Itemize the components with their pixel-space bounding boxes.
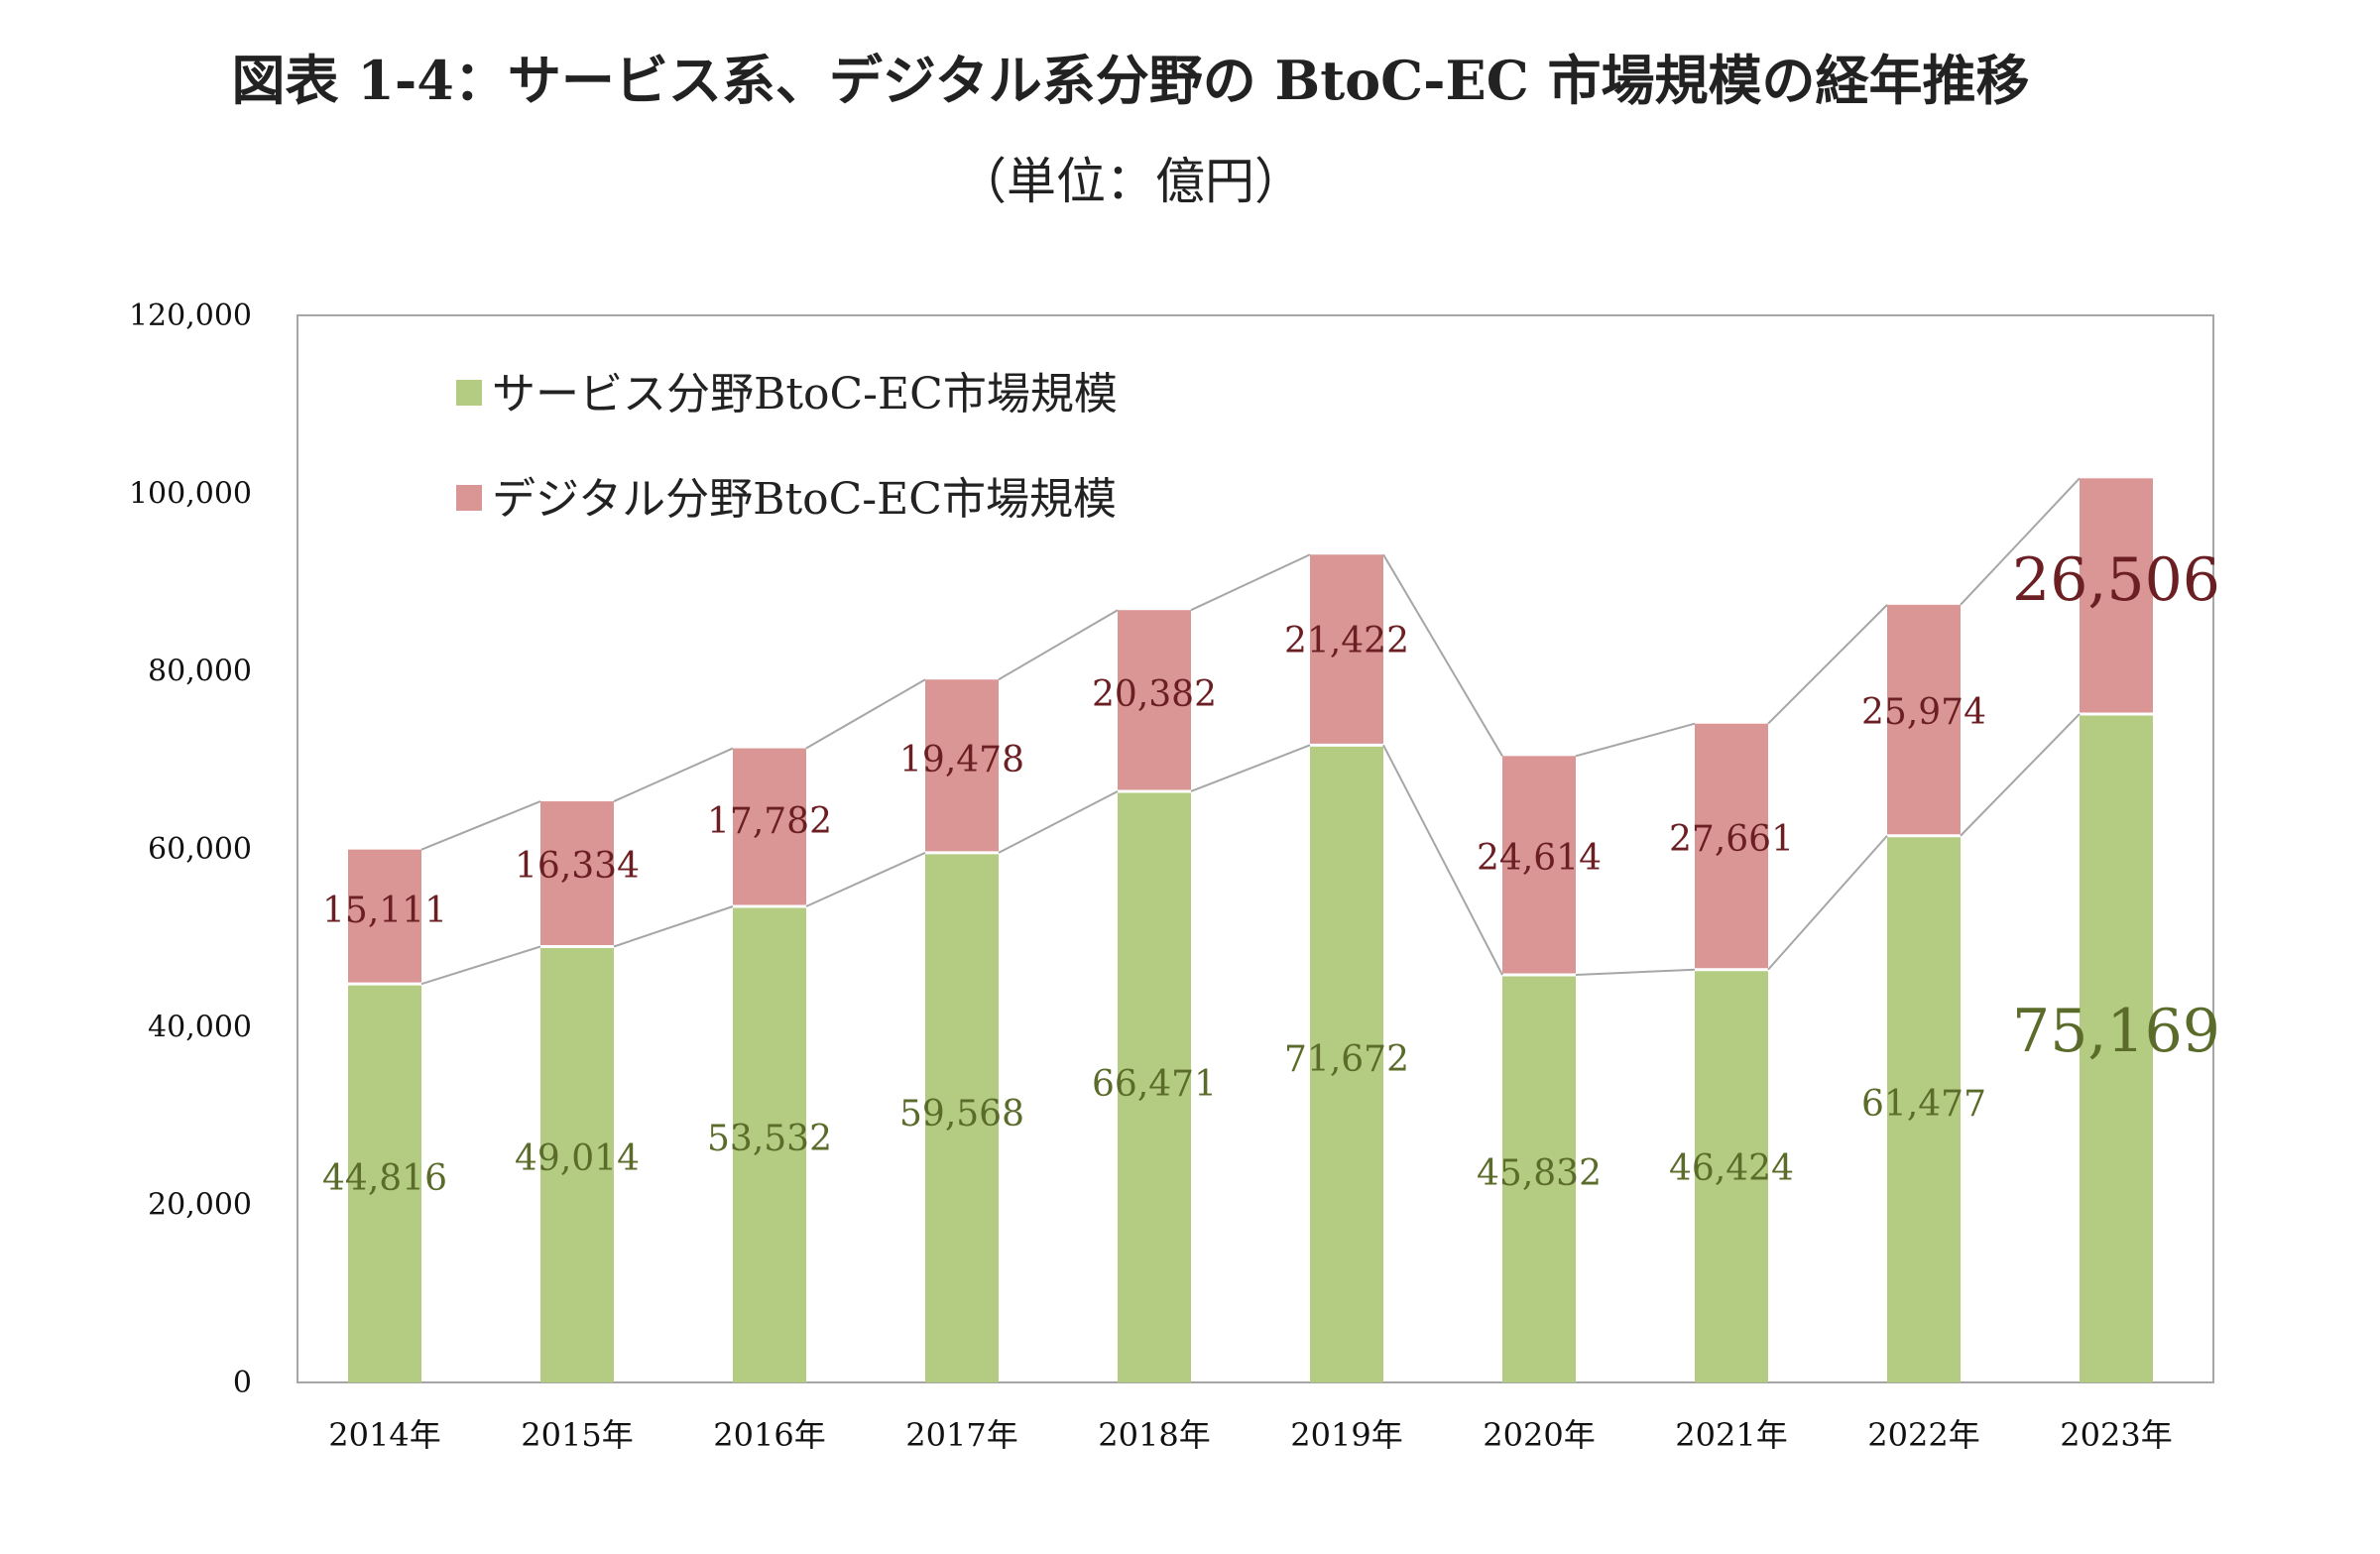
legend-swatch-digital [456, 485, 482, 511]
bar-service [1118, 790, 1191, 1382]
data-label-digital: 26,506 [2012, 545, 2220, 615]
series-line-service [1382, 744, 1503, 976]
y-tick-label: 100,000 [129, 476, 252, 511]
x-tick-label: 2018年 [1098, 1416, 1210, 1454]
y-tick-label: 20,000 [148, 1188, 252, 1223]
legend: サービス分野BtoC-EC市場規模 デジタル分野BtoC-EC市場規模 [456, 369, 1118, 525]
bar-service [1887, 835, 1961, 1382]
data-label-digital: 27,661 [1669, 819, 1794, 860]
bar-service [1502, 975, 1576, 1382]
series-line-service [805, 851, 926, 907]
series-line-service [998, 790, 1119, 854]
data-label-digital: 19,478 [899, 740, 1024, 780]
legend-swatch-service [456, 380, 482, 406]
bar-service [2080, 713, 2153, 1382]
bar-digital [1502, 756, 1576, 976]
bar-service [733, 905, 806, 1382]
y-tick-label: 60,000 [148, 832, 252, 867]
bar-digital [2080, 478, 2153, 714]
data-label-digital: 20,382 [1092, 674, 1217, 715]
y-tick-label: 80,000 [148, 655, 252, 689]
chart-title: 図表 1-4：サービス系、デジタル系分野の BtoC-EC 市場規模の経年推移 [231, 49, 2029, 112]
series-line-service [420, 945, 541, 986]
series-line-digital [1190, 553, 1311, 612]
series-line-digital [420, 800, 541, 851]
series-line-digital [1382, 553, 1503, 757]
bar-service [1695, 969, 1768, 1382]
series-line-digital [1575, 722, 1696, 758]
x-tick-label: 2020年 [1483, 1416, 1595, 1454]
data-label-service: 61,477 [1861, 1084, 1986, 1125]
data-label-digital: 25,974 [1861, 692, 1986, 733]
bar-digital [540, 801, 614, 947]
data-label-digital: 15,111 [322, 891, 447, 931]
bar-digital [925, 679, 999, 853]
series-line-digital [613, 747, 734, 802]
data-label-service: 49,014 [515, 1138, 640, 1179]
bar-digital [1310, 554, 1383, 746]
x-tick-label: 2023年 [2060, 1416, 2172, 1454]
series-line-service [613, 905, 734, 948]
series-line-digital [1960, 477, 2081, 606]
legend-label-digital: デジタル分野BtoC-EC市場規模 [492, 474, 1117, 525]
data-label-digital: 21,422 [1284, 621, 1409, 661]
data-label-service: 45,832 [1477, 1153, 1602, 1194]
series-lines [420, 477, 2081, 986]
bar-service [348, 984, 421, 1382]
data-label-service: 71,672 [1284, 1039, 1409, 1080]
bar-service [540, 946, 614, 1382]
data-label-service: 75,169 [2012, 997, 2220, 1066]
x-tick-label: 2014年 [328, 1416, 440, 1454]
series-line-digital [805, 678, 926, 750]
bar-digital [733, 748, 806, 906]
data-label-service: 53,532 [707, 1119, 832, 1159]
data-label-service: 44,816 [322, 1158, 447, 1199]
series-line-service [1190, 744, 1311, 792]
series-line-digital [998, 609, 1119, 681]
series-line-service [1960, 713, 2081, 837]
data-label-service: 46,424 [1669, 1148, 1794, 1189]
y-tick-label: 40,000 [148, 1010, 252, 1044]
series-line-service [1767, 835, 1888, 971]
legend-label-service: サービス分野BtoC-EC市場規模 [492, 369, 1118, 419]
bar-digital [1887, 604, 1961, 836]
y-tick-label: 120,000 [129, 299, 252, 333]
y-tick-label: 0 [233, 1366, 252, 1400]
bar-service [925, 852, 999, 1382]
data-label-digital: 17,782 [707, 801, 832, 842]
data-label-service: 66,471 [1092, 1064, 1217, 1105]
x-tick-label: 2019年 [1290, 1416, 1402, 1454]
series-line-digital [1767, 604, 1888, 725]
plot-area [297, 314, 2214, 1383]
data-label-digital: 16,334 [515, 846, 640, 887]
series-line-service [1575, 968, 1696, 977]
bar-digital [1695, 723, 1768, 970]
x-tick-label: 2016年 [713, 1416, 825, 1454]
y-axis: 0 20,000 40,000 60,000 80,000 100,000 120,000 [129, 299, 252, 1400]
bar-digital [1118, 610, 1191, 791]
chart-subtitle: （単位：億円） [957, 153, 1304, 210]
bar-digital [348, 849, 421, 985]
data-label-digital: 24,614 [1477, 838, 1602, 879]
x-tick-label: 2017年 [905, 1416, 1017, 1454]
x-tick-label: 2015年 [521, 1416, 633, 1454]
data-labels: 44,816 15,111 49,014 16,334 53,532 17,782 59,5… [322, 545, 2220, 1199]
x-tick-label: 2021年 [1675, 1416, 1787, 1454]
x-axis: 2014年 2015年 2016年 2017年 2018年 2019年 2020年 2021年… [328, 1416, 2172, 1454]
bar-service [1310, 745, 1383, 1382]
data-label-service: 59,568 [899, 1094, 1024, 1135]
x-tick-label: 2022年 [1867, 1416, 1979, 1454]
bars [348, 478, 2153, 1382]
